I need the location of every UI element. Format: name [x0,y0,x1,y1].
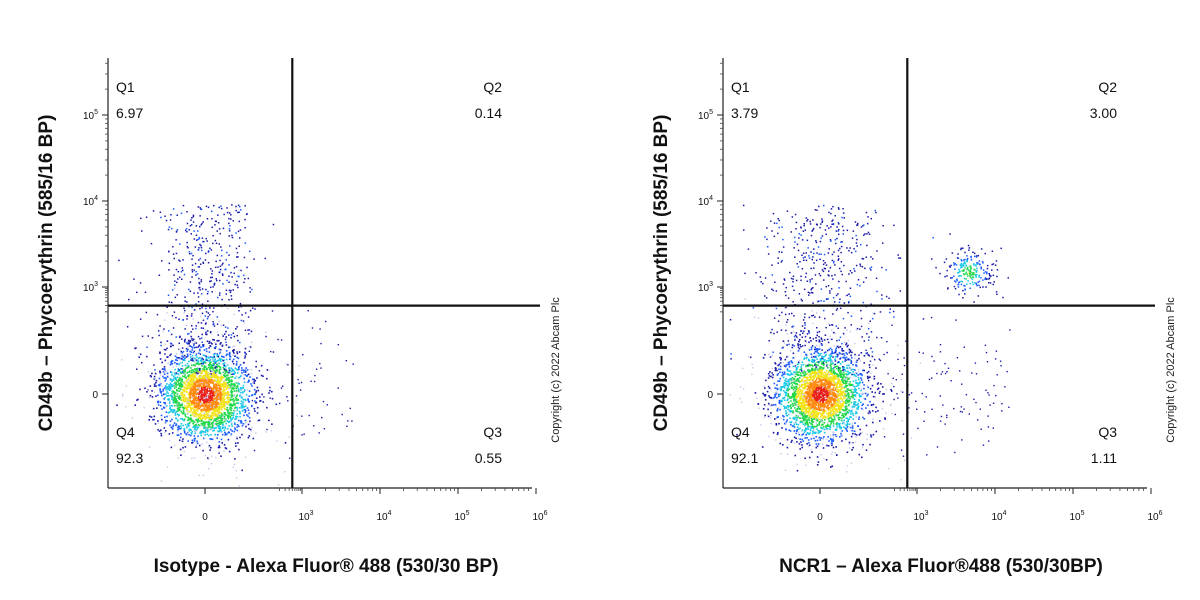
quadrant-percent-q4: 92.1 [731,450,758,466]
quadrant-name-q4: Q4 [731,424,750,440]
event-dots [729,204,1011,481]
quadrant-name-q3: Q3 [1098,424,1117,440]
quadrant-name-q4: Q4 [116,424,135,440]
copyright-text: Copyright (c) 2022 Abcam Plc [1165,297,1177,443]
quadrant-percent-q3: 0.55 [475,450,502,466]
y-tick-label: 104 [698,195,713,208]
y-tick-label: 104 [83,195,98,208]
plot-panel-isotype: 0 103 104 105 0 103 104 105 106 Q1 6.97 Q2 0.14 Q3 0.5… [36,58,562,577]
quadrant-name-q1: Q1 [116,79,135,95]
x-tick-label: 0 [202,512,208,523]
quadrant-percent-q2: 0.14 [475,105,502,121]
quadrant-name-q2: Q2 [1098,79,1117,95]
x-tick-label: 0 [817,512,823,523]
y-tick-label: 105 [83,109,98,122]
y-axis-title: CD49b – Phycoerythrin (585/16 BP) [36,115,57,432]
y-tick-label: 0 [92,390,98,401]
x-tick-label: 105 [1069,510,1084,523]
x-tick-label: 106 [532,510,547,523]
y-tick-label: 103 [83,281,98,294]
quadrant-percent-q1: 3.79 [731,105,758,121]
plot-panel-ncr1: 0 103 104 105 0 103 104 105 106 Q1 3.79 Q2 3.00 Q3 1.1… [651,58,1177,577]
x-axis-title: Isotype - Alexa Fluor® 488 (530/30 BP) [154,556,499,577]
quadrant-name-q1: Q1 [731,79,750,95]
quadrant-percent-q3: 1.11 [1091,450,1117,466]
x-tick-label: 104 [376,510,391,523]
y-axis-title: CD49b – Phycoerythrin (585/16 BP) [651,115,672,432]
quadrant-percent-q4: 92.3 [116,450,143,466]
x-tick-label: 104 [991,510,1006,523]
quadrant-name-q2: Q2 [483,79,502,95]
x-tick-label: 103 [913,510,928,523]
y-tick-label: 0 [707,390,713,401]
y-tick-label: 103 [698,281,713,294]
y-tick-label: 105 [698,109,713,122]
quadrant-percent-q2: 3.00 [1090,105,1117,121]
quadrant-name-q3: Q3 [483,424,502,440]
x-tick-label: 106 [1147,510,1162,523]
quadrant-percent-q1: 6.97 [116,105,143,121]
x-tick-label: 103 [298,510,313,523]
x-tick-label: 105 [454,510,469,523]
x-axis-title: NCR1 – Alexa Fluor®488 (530/30BP) [779,556,1103,577]
event-dots [116,204,354,487]
copyright-text: Copyright (c) 2022 Abcam Plc [550,297,562,443]
